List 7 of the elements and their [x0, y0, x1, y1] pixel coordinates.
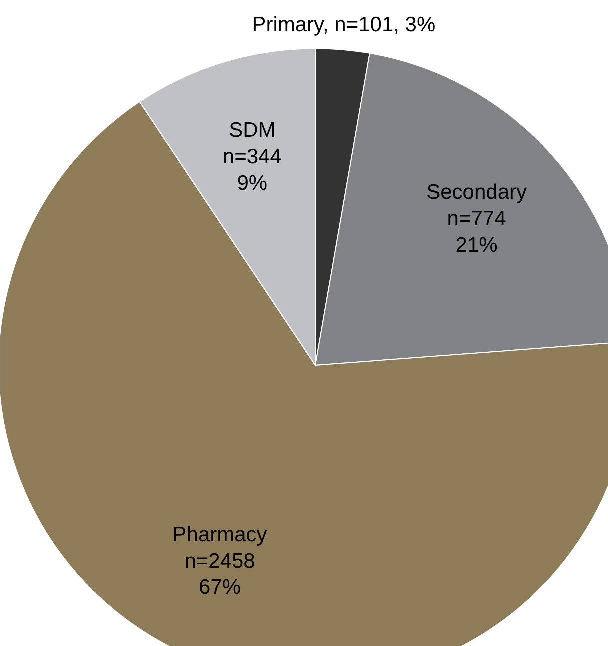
data-label: n=344 9%	[222, 146, 282, 195]
slice-label: Secondary	[426, 181, 528, 204]
data-label: n=2458 67%	[184, 550, 256, 600]
data-label: n=774 21%	[447, 208, 507, 258]
slice-label: Pharmacy	[172, 523, 268, 546]
slice-label: Primary, n=101, 3%	[252, 14, 436, 37]
slice-label: SDM	[229, 119, 276, 142]
